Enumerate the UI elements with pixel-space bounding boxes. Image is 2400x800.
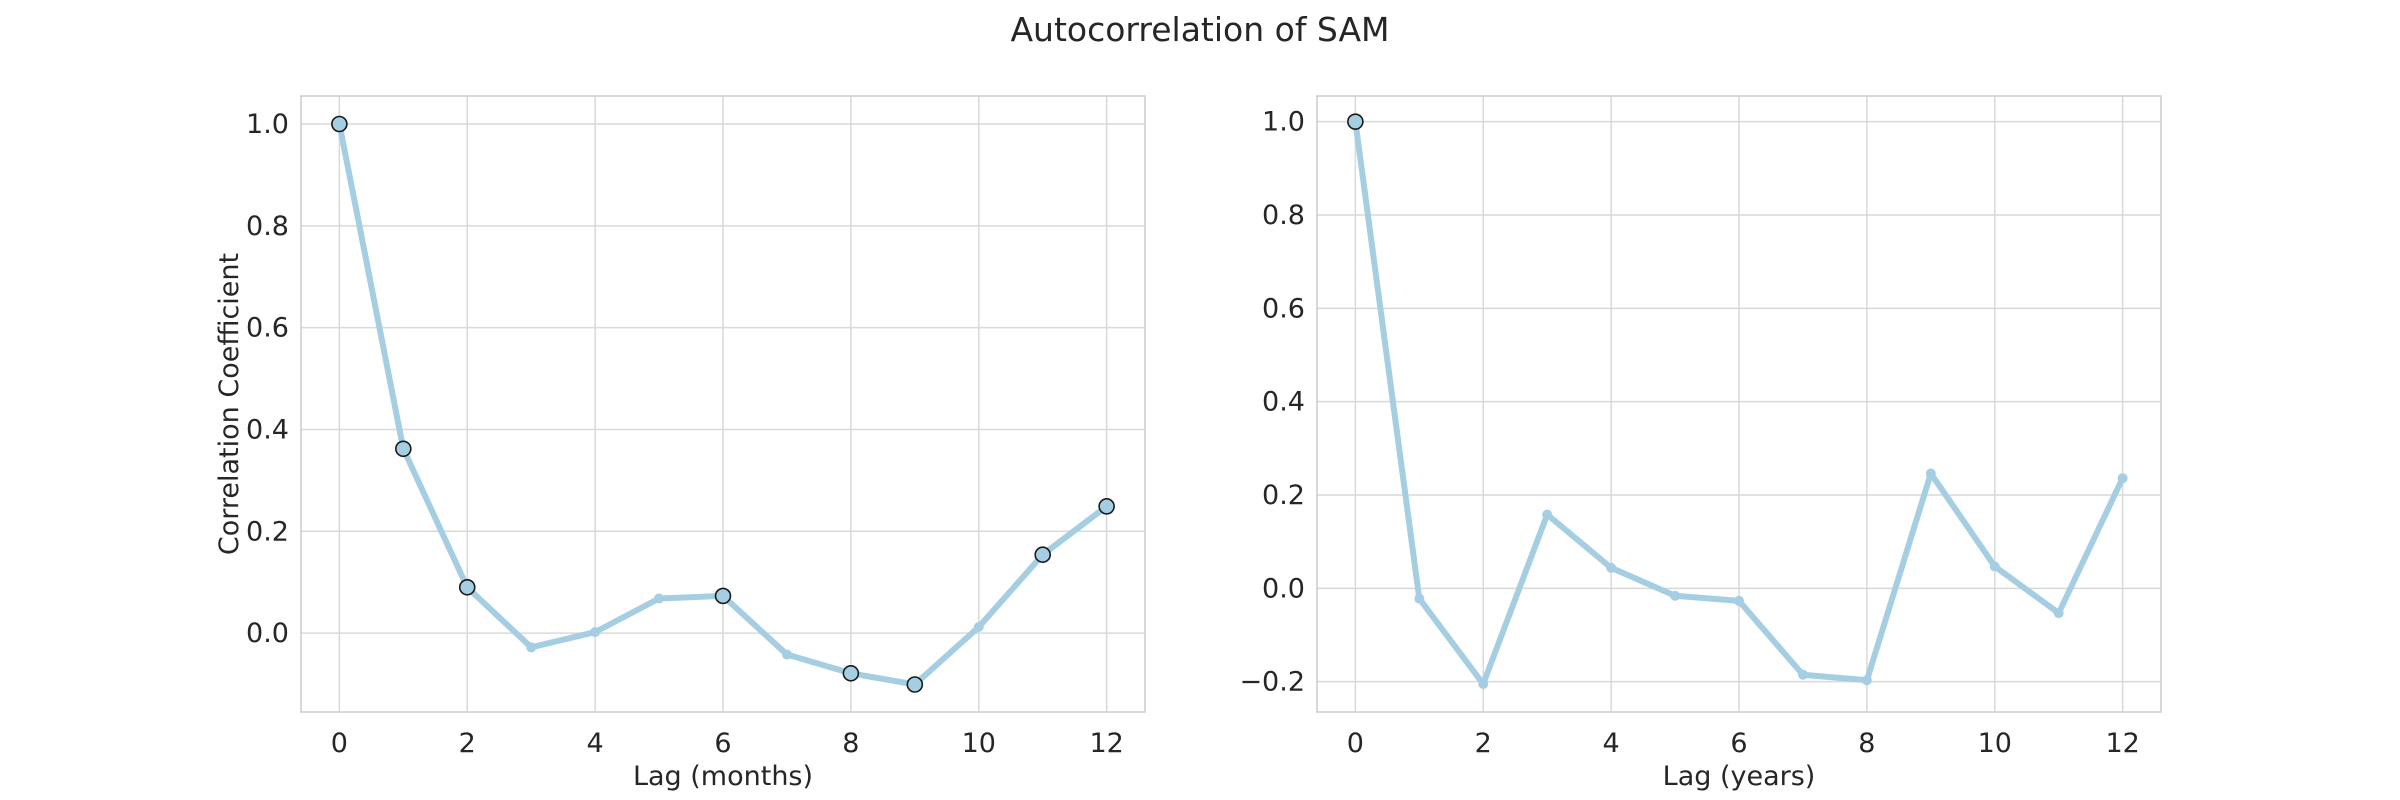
x-tick-label: 2 (1475, 728, 1492, 759)
y-axis-label: Correlation Coefficient (214, 253, 245, 555)
x-tick-label: 6 (1730, 728, 1747, 759)
y-tick-label: 0.2 (246, 516, 289, 547)
data-point (1478, 679, 1489, 689)
data-point (1670, 590, 1681, 601)
y-tick-label: 1.0 (246, 109, 289, 140)
x-tick-label: 10 (962, 728, 996, 759)
figure-title: Autocorrelation of SAM (1010, 10, 1389, 49)
highlighted-point (1098, 498, 1115, 515)
highlighted-point (842, 665, 860, 682)
y-tick-label: 0.6 (1262, 293, 1305, 324)
highlighted-point (458, 578, 476, 596)
y-tick-label: 0.8 (1262, 200, 1305, 231)
highlighted-point (331, 115, 348, 133)
data-point (1606, 562, 1617, 573)
y-tick-label: 1.0 (1262, 107, 1305, 138)
plot-frame (1316, 95, 2162, 713)
data-point (654, 593, 665, 604)
highlighted-point (1347, 113, 1364, 130)
data-point (1989, 561, 2000, 572)
data-point (2117, 473, 2128, 484)
x-tick-label: 8 (842, 728, 859, 759)
data-point (1734, 595, 1744, 606)
data-point (1797, 669, 1808, 680)
data-point (590, 627, 601, 638)
x-tick-label: 12 (1089, 728, 1123, 759)
x-tick-label: 12 (2105, 728, 2139, 759)
y-tick-label: 0.0 (246, 618, 289, 649)
x-tick-label: 4 (587, 728, 604, 759)
x-tick-label: 10 (1978, 728, 2012, 759)
x-tick-label: 2 (459, 728, 476, 759)
data-point (1542, 509, 1553, 520)
x-tick-label: 8 (1858, 728, 1875, 759)
data-point (781, 649, 792, 660)
x-axis-label: Lag (years) (1663, 761, 1816, 792)
y-tick-label: 0.0 (1262, 573, 1305, 604)
x-tick-label: 0 (331, 728, 348, 759)
data-point (2053, 608, 2064, 619)
y-tick-label: −0.2 (1239, 667, 1305, 698)
data-point (1414, 593, 1425, 604)
x-axis-label: Lag (months) (633, 761, 813, 792)
y-tick-label: 0.6 (246, 313, 289, 344)
data-point (1925, 468, 1936, 479)
y-tick-label: 0.4 (1262, 387, 1305, 418)
data-point (526, 642, 537, 653)
y-tick-label: 0.4 (246, 414, 289, 445)
highlighted-point (906, 676, 924, 693)
x-tick-label: 0 (1347, 728, 1364, 759)
y-tick-label: 0.8 (246, 211, 289, 242)
autocorrelation-yearly-plot: 0 2 4 6 8 10 12 −0.2 0.0 0.2 0.4 0.6 0.8 1.0 Lag (year… (1239, 95, 2162, 792)
x-tick-label: 6 (714, 728, 731, 759)
plot-frame (300, 95, 1146, 713)
x-tick-label: 4 (1603, 728, 1620, 759)
highlighted-point (395, 440, 412, 458)
y-tick-label: 0.2 (1262, 480, 1305, 511)
highlighted-point (1034, 546, 1051, 563)
highlighted-point (714, 587, 732, 605)
data-point (1861, 675, 1872, 686)
autocorrelation-monthly-plot: 0 2 4 6 8 10 12 0.0 0.2 0.4 0.6 0.8 1.0 Lag (months) C… (214, 95, 1146, 792)
data-point (973, 621, 984, 632)
